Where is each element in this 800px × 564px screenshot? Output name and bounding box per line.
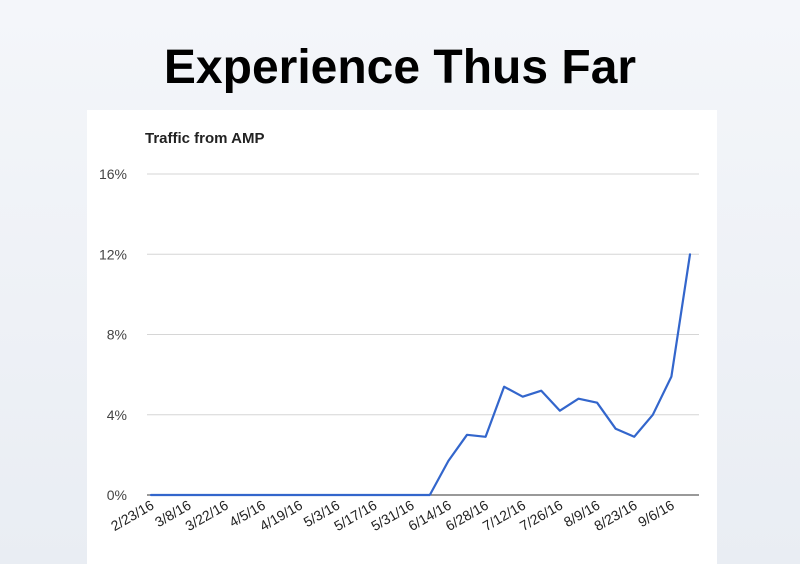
x-axis-labels: 2/23/163/8/163/22/164/5/164/19/165/3/165… — [108, 497, 677, 534]
data-point — [298, 493, 302, 497]
data-point — [428, 493, 432, 497]
y-tick-label: 0% — [107, 487, 127, 503]
data-point — [353, 493, 357, 497]
data-point — [316, 493, 320, 497]
data-point — [539, 389, 543, 393]
data-point — [261, 493, 265, 497]
data-point — [335, 493, 339, 497]
line-chart: Traffic from AMP 0% 4% 8% 12% 16% 2/23/163/8… — [99, 130, 699, 534]
data-point — [279, 493, 283, 497]
data-point — [669, 375, 673, 379]
series-layer — [149, 252, 692, 497]
data-point — [205, 493, 209, 497]
chart-title: Traffic from AMP — [145, 130, 264, 147]
x-tick-label: 4/19/16 — [257, 497, 306, 534]
data-point — [576, 397, 580, 401]
data-point — [409, 493, 413, 497]
data-point — [186, 493, 190, 497]
data-point — [632, 435, 636, 439]
chart-panel: Traffic from AMP 0% 4% 8% 12% 16% 2/23/16 3/8… — [87, 110, 717, 564]
x-tick-label: 7/26/16 — [517, 497, 566, 534]
y-axis-labels: 0% 4% 8% 12% 16% — [99, 166, 127, 503]
x-tick-label: 9/6/16 — [635, 497, 677, 530]
slide-title: Experience Thus Far — [163, 41, 637, 94]
data-point — [149, 493, 153, 497]
data-point — [223, 493, 227, 497]
data-point — [688, 252, 692, 256]
data-point — [595, 401, 599, 405]
y-tick-label: 16% — [99, 166, 127, 182]
data-point — [391, 493, 395, 497]
data-point — [372, 493, 376, 497]
data-point — [614, 427, 618, 431]
series-line — [149, 253, 692, 497]
data-point — [446, 459, 450, 463]
x-tick-label: 3/22/16 — [182, 497, 231, 534]
data-point — [651, 413, 655, 417]
y-tick-label: 4% — [107, 407, 127, 423]
data-point — [465, 433, 469, 437]
y-tick-label: 12% — [99, 246, 127, 262]
x-tick-label: 8/23/16 — [591, 497, 640, 534]
data-point — [558, 409, 562, 413]
y-tick-label: 8% — [107, 327, 127, 343]
data-point — [168, 493, 172, 497]
data-point — [242, 493, 246, 497]
data-point — [521, 395, 525, 399]
gridlines — [147, 173, 699, 496]
data-point — [502, 385, 506, 389]
data-point — [484, 435, 488, 439]
